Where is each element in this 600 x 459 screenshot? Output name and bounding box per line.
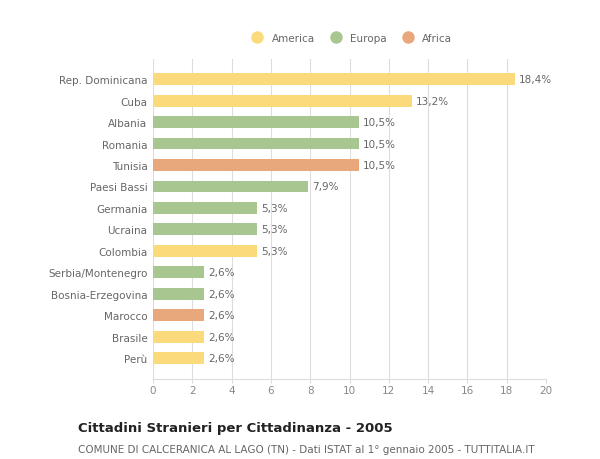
Text: 5,3%: 5,3% xyxy=(261,246,287,256)
Text: 2,6%: 2,6% xyxy=(208,310,235,320)
Text: 7,9%: 7,9% xyxy=(312,182,338,192)
Bar xyxy=(153,117,359,129)
Text: 2,6%: 2,6% xyxy=(208,353,235,363)
Bar xyxy=(153,310,204,321)
Legend: America, Europa, Africa: America, Europa, Africa xyxy=(242,30,457,48)
Bar xyxy=(153,353,204,364)
Text: 5,3%: 5,3% xyxy=(261,225,287,235)
Text: 10,5%: 10,5% xyxy=(363,139,396,149)
Bar xyxy=(153,224,257,236)
Bar xyxy=(153,246,257,257)
Text: 10,5%: 10,5% xyxy=(363,161,396,171)
Bar xyxy=(153,288,204,300)
Text: 13,2%: 13,2% xyxy=(416,96,449,106)
Text: 2,6%: 2,6% xyxy=(208,268,235,278)
Text: 2,6%: 2,6% xyxy=(208,289,235,299)
Text: 5,3%: 5,3% xyxy=(261,203,287,213)
Text: 10,5%: 10,5% xyxy=(363,118,396,128)
Bar xyxy=(153,331,204,343)
Bar xyxy=(153,95,412,107)
Bar xyxy=(153,267,204,279)
Text: 18,4%: 18,4% xyxy=(518,75,551,85)
Bar xyxy=(153,138,359,150)
Text: Cittadini Stranieri per Cittadinanza - 2005: Cittadini Stranieri per Cittadinanza - 2… xyxy=(78,421,392,434)
Bar xyxy=(153,202,257,214)
Bar xyxy=(153,160,359,172)
Text: COMUNE DI CALCERANICA AL LAGO (TN) - Dati ISTAT al 1° gennaio 2005 - TUTTITALIA.: COMUNE DI CALCERANICA AL LAGO (TN) - Dat… xyxy=(78,444,535,454)
Bar xyxy=(153,74,515,86)
Text: 2,6%: 2,6% xyxy=(208,332,235,342)
Bar xyxy=(153,181,308,193)
